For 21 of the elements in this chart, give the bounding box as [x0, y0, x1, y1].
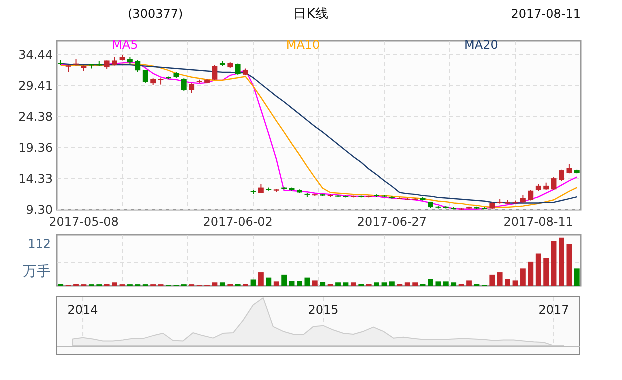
x-tick-label: 2015 — [308, 303, 339, 317]
text: 112 — [28, 237, 51, 251]
series-label: MA5 — [112, 38, 138, 52]
y-tick-label: 14.33 — [18, 172, 53, 186]
chart-title: 日K线 — [294, 7, 328, 22]
text: MA20 — [464, 38, 498, 52]
y-axis-title: 万手 — [23, 264, 51, 280]
text: (300377) — [128, 7, 184, 21]
y-tick-label: 34.44 — [18, 48, 53, 62]
y-tick-label: 9.30 — [26, 203, 53, 217]
x-tick-label: 2017-08-11 — [504, 215, 574, 229]
x-tick-label: 2017-06-27 — [357, 215, 428, 229]
x-tick-label: 2014 — [68, 303, 98, 317]
text: MA10 — [286, 38, 320, 52]
y-tick-label: 29.41 — [18, 78, 53, 93]
x-tick-label: 2017-06-02 — [203, 215, 273, 229]
x-tick-label: 2017 — [538, 303, 570, 317]
x-tick-label: 2017-05-08 — [49, 215, 119, 229]
text: 2017-08-11 — [511, 7, 581, 21]
y-tick-label: 24.38 — [18, 110, 53, 124]
y-tick-label: 19.36 — [18, 140, 53, 155]
